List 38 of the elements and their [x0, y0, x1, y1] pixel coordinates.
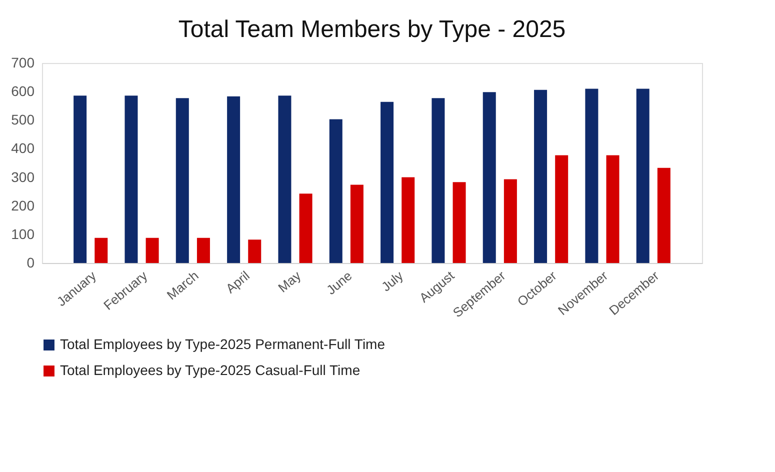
x-tick-label: June [324, 268, 355, 298]
bar [636, 88, 650, 263]
y-tick-label: 500 [11, 112, 35, 128]
y-tick-label: 100 [11, 226, 35, 242]
bar [606, 155, 620, 263]
x-tick-label: July [378, 268, 406, 294]
bar [248, 240, 262, 263]
x-tick-label: May [275, 268, 304, 296]
bar [74, 96, 87, 263]
bar [196, 238, 210, 263]
legend-label: Total Employees by Type-2025 Permanent-Full Time [60, 336, 386, 352]
y-tick-label: 300 [11, 168, 35, 185]
bar [534, 90, 548, 263]
y-tick-label: 0 [26, 254, 35, 270]
y-tick-label: 200 [11, 197, 35, 214]
y-tick-label: 600 [11, 83, 35, 100]
bar [380, 102, 394, 263]
bar [504, 179, 517, 263]
bar [402, 177, 415, 263]
y-tick-label: 700 [11, 54, 35, 70]
bar [555, 155, 568, 263]
bar [482, 92, 496, 263]
legend-label: Total Employees by Type-2025 Casual-Full Time [60, 362, 360, 378]
bar [329, 119, 342, 263]
bar [350, 184, 364, 263]
bar [124, 96, 138, 263]
bar [657, 168, 670, 263]
bar [299, 194, 312, 263]
bar [94, 238, 108, 263]
y-tick-label: 400 [11, 140, 35, 156]
bar [176, 98, 189, 263]
chart-title: Total Team Members by Type - 2025 [178, 16, 566, 43]
bar [227, 96, 240, 263]
bar [452, 182, 466, 263]
bar [278, 96, 292, 263]
bar [146, 238, 159, 263]
bar [432, 98, 445, 263]
bar [585, 88, 598, 263]
